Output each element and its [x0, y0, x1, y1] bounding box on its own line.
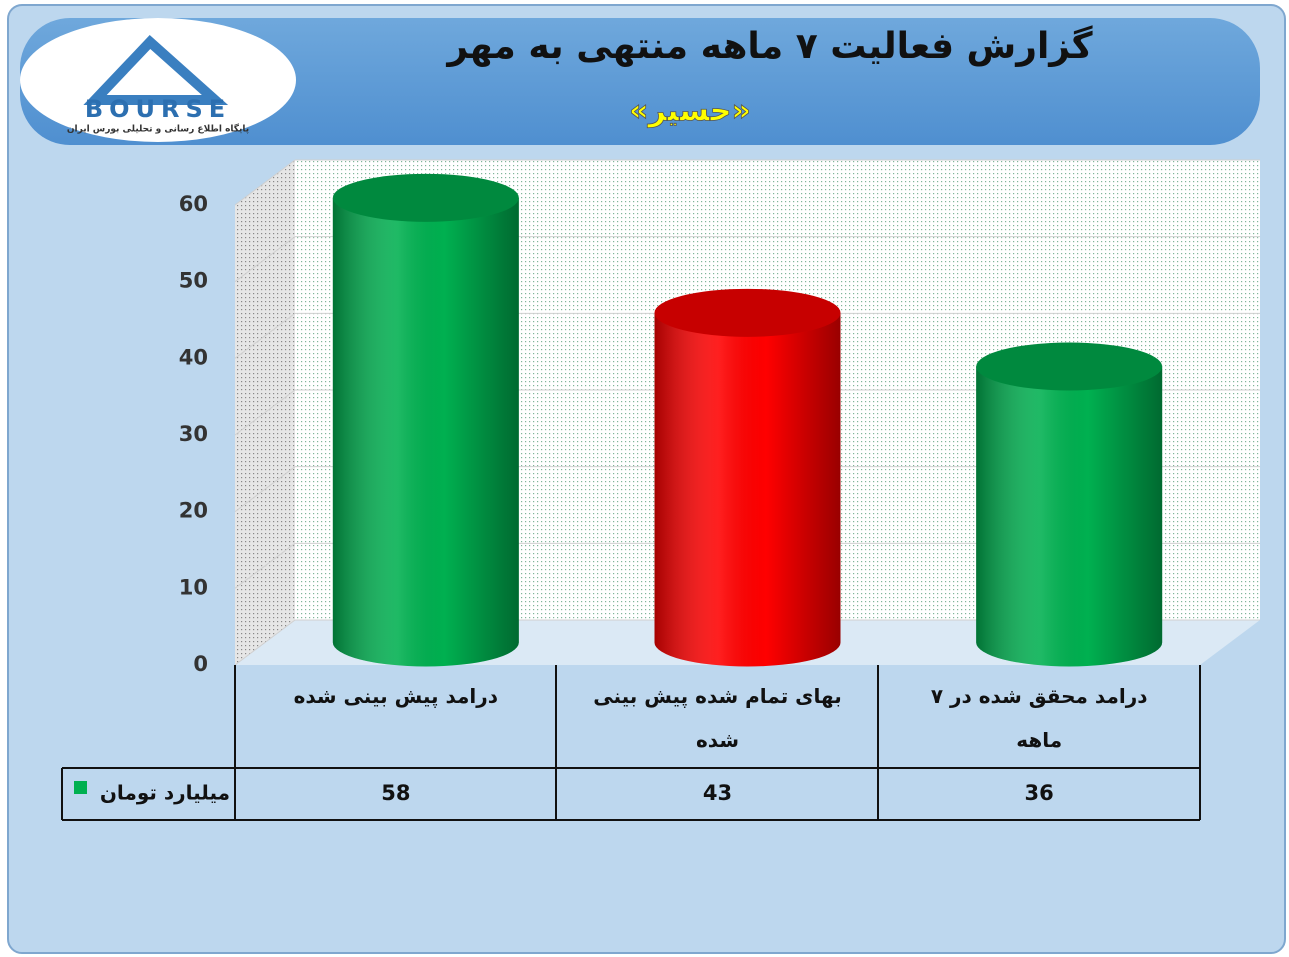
grid-line — [234, 236, 296, 283]
bar-top-shade — [976, 342, 1163, 391]
category-label: بهای تمام شده پیش بینی شده — [593, 684, 842, 752]
legend-key — [74, 781, 87, 794]
table-value: 36 — [1025, 781, 1054, 805]
grid-line — [234, 542, 296, 589]
grid-line — [234, 466, 296, 513]
logo-name: BOURSE — [85, 95, 231, 123]
grid-line — [234, 312, 296, 359]
bar-top-shade — [654, 288, 841, 337]
chart-subtitle: «حسیر» — [629, 94, 751, 129]
chart-title: گزارش فعالیت ۷ ماهه منتهی به مهر — [445, 25, 1092, 67]
bar — [332, 173, 519, 667]
y-tick-label: 50 — [179, 269, 208, 293]
bar-top — [332, 173, 519, 222]
y-tick-label: 60 — [179, 192, 208, 216]
bar — [976, 342, 1163, 667]
category-label: درامد محقق شده در ۷ ماهه — [930, 684, 1148, 752]
y-tick-label: 20 — [179, 499, 208, 523]
y-tick-label: 40 — [179, 345, 208, 369]
y-tick-label: 10 — [179, 575, 208, 599]
grid-line — [234, 159, 296, 206]
logo-mark — [83, 35, 229, 105]
bar-top — [976, 342, 1163, 391]
bar-shade — [976, 366, 1163, 667]
grid-line — [234, 619, 296, 666]
bar-shade — [654, 312, 841, 667]
logo-badge — [20, 18, 296, 142]
table-value: 43 — [703, 781, 732, 805]
header-band — [20, 18, 1260, 145]
category-label: درامد پیش بینی شده — [293, 684, 499, 708]
grid-line — [234, 389, 296, 436]
bar-shade — [332, 197, 519, 667]
bar-top — [654, 288, 841, 337]
bar — [654, 288, 841, 667]
bar-top-shade — [332, 173, 519, 222]
legend-label: میلیارد تومان — [100, 781, 230, 805]
table-value: 58 — [381, 781, 410, 805]
y-tick-label: 0 — [193, 652, 208, 676]
logo-tagline: پایگاه اطلاع رسانی و تحلیلی بورس ایران — [67, 123, 249, 135]
y-tick-label: 30 — [179, 422, 208, 446]
